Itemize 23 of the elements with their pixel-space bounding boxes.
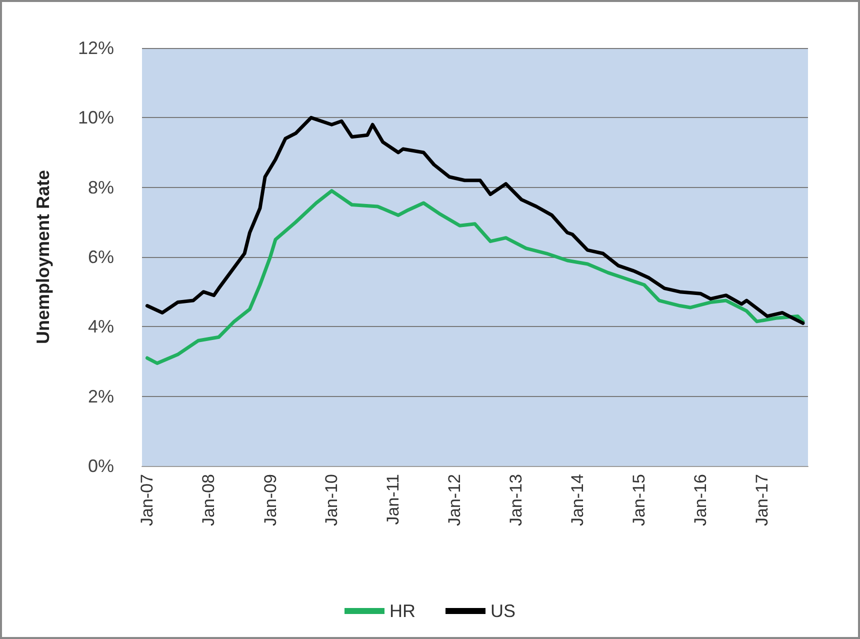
x-tick-label: Jan-11 (384, 474, 403, 525)
x-tick-label: Jan-08 (199, 474, 218, 526)
x-tick-label: Jan-15 (630, 474, 649, 526)
y-tick-label: 12% (78, 38, 114, 58)
y-tick-label: 0% (88, 456, 114, 476)
x-tick-label: Jan-14 (568, 474, 588, 526)
y-tick-label: 6% (88, 247, 114, 267)
y-tick-label: 2% (88, 386, 114, 406)
x-tick-label: Jan-09 (260, 474, 280, 526)
y-tick-label: 8% (88, 177, 114, 198)
x-tick-label: Jan-13 (506, 474, 526, 526)
line-series (145, 116, 805, 325)
legend-label: US (490, 601, 516, 621)
x-tick-label: Jan-10 (322, 474, 342, 526)
y-axis-title: Unemployment Rate (33, 170, 53, 344)
x-tick-label: Jan-17 (752, 474, 772, 526)
legend-label: HR (390, 601, 416, 621)
x-tick-label: Jan-12 (445, 474, 464, 526)
x-tick-label: Jan-07 (138, 474, 157, 526)
y-tick-label: 10% (78, 108, 114, 128)
x-tick-label: Jan-16 (690, 474, 710, 526)
line-series (145, 189, 805, 365)
y-tick-label: 4% (88, 316, 114, 337)
